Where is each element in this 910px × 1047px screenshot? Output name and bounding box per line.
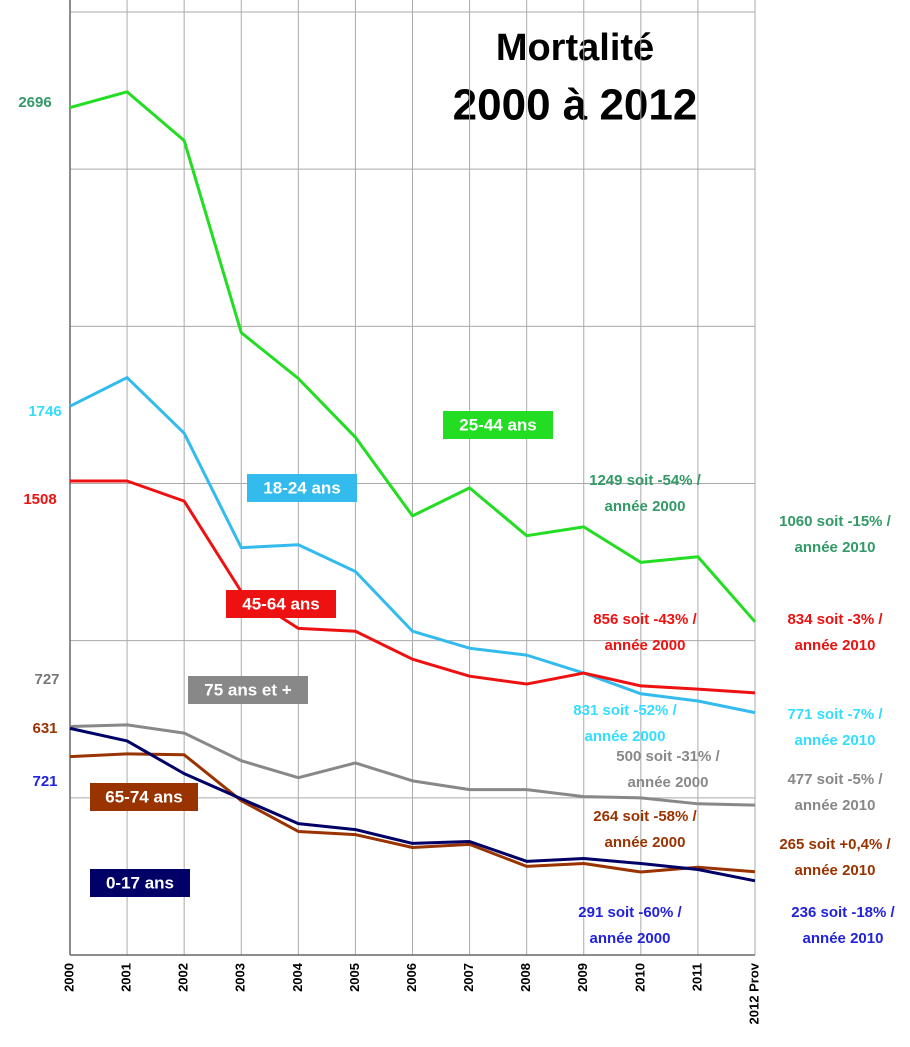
annotation: année 2000 bbox=[628, 774, 709, 791]
annotation: année 2000 bbox=[585, 728, 666, 745]
annotation: 1249 soit -54% / bbox=[589, 472, 702, 489]
annotation: 856 soit -43% / bbox=[593, 611, 697, 628]
x-tick-label: 2009 bbox=[575, 963, 590, 992]
x-tick-label: 2006 bbox=[404, 963, 419, 992]
chart-title: Mortalité bbox=[496, 27, 654, 69]
start-value-label: 631 bbox=[32, 720, 57, 737]
annotation: année 2000 bbox=[605, 637, 686, 654]
series-label: 45-64 ans bbox=[242, 594, 320, 613]
start-value-label: 721 bbox=[32, 773, 57, 790]
x-tick-label: 2003 bbox=[233, 963, 248, 992]
annotation: 500 soit -31% / bbox=[616, 748, 720, 765]
annotation: année 2010 bbox=[795, 539, 876, 556]
series-line bbox=[69, 752, 756, 874]
series-label: 65-74 ans bbox=[105, 787, 183, 806]
x-tick-label: 2000 bbox=[61, 963, 76, 992]
annotation: 291 soit -60% / bbox=[578, 904, 682, 921]
annotation: 264 soit -58% / bbox=[593, 808, 697, 825]
series-label: 75 ans et + bbox=[204, 680, 291, 699]
x-tick-label: 2012 Prov bbox=[746, 962, 761, 1024]
annotation: année 2010 bbox=[803, 930, 884, 947]
series-label-box bbox=[226, 590, 336, 618]
start-value-label: 2696 bbox=[18, 94, 51, 111]
series-label: 18-24 ans bbox=[263, 478, 341, 497]
annotation: année 2010 bbox=[795, 637, 876, 654]
chart-subtitle: 2000 à 2012 bbox=[453, 81, 698, 130]
series-label-box bbox=[90, 783, 198, 811]
series-line bbox=[69, 723, 756, 807]
annotation: année 2000 bbox=[590, 930, 671, 947]
annotation: année 2000 bbox=[605, 834, 686, 851]
series-line bbox=[69, 90, 757, 623]
series-line bbox=[70, 479, 756, 695]
x-tick-label: 2001 bbox=[119, 963, 134, 992]
annotation: année 2010 bbox=[795, 732, 876, 749]
x-tick-label: 2010 bbox=[632, 963, 647, 992]
annotation: 834 soit -3% / bbox=[787, 611, 883, 628]
annotation: année 2010 bbox=[795, 797, 876, 814]
annotation: 1060 soit -15% / bbox=[779, 513, 892, 530]
annotation: 236 soit -18% / bbox=[791, 904, 895, 921]
x-tick-label: 2002 bbox=[176, 963, 191, 992]
annotation: année 2000 bbox=[605, 498, 686, 515]
start-value-label: 1746 bbox=[28, 403, 61, 420]
x-tick-label: 2007 bbox=[461, 963, 476, 992]
series-label-box bbox=[188, 676, 308, 704]
annotation: 477 soit -5% / bbox=[787, 771, 883, 788]
annotation: 771 soit -7% / bbox=[787, 706, 883, 723]
x-tick-label: 2011 bbox=[689, 963, 704, 991]
annotation: année 2010 bbox=[795, 862, 876, 879]
start-value-label: 1508 bbox=[23, 491, 56, 508]
series-label: 25-44 ans bbox=[459, 415, 537, 434]
annotation: 831 soit -52% / bbox=[573, 702, 677, 719]
series-label-box bbox=[90, 869, 190, 897]
x-tick-label: 2005 bbox=[347, 963, 362, 992]
series-line bbox=[69, 726, 756, 883]
series-label-box bbox=[247, 474, 357, 502]
start-value-label: 727 bbox=[34, 671, 59, 688]
series-label-box bbox=[443, 411, 553, 439]
annotation: 265 soit +0,4% / bbox=[779, 836, 891, 853]
x-tick-label: 2004 bbox=[290, 962, 305, 992]
series-label: 0-17 ans bbox=[106, 873, 174, 892]
x-tick-label: 2008 bbox=[518, 963, 533, 992]
series-line bbox=[69, 376, 756, 715]
